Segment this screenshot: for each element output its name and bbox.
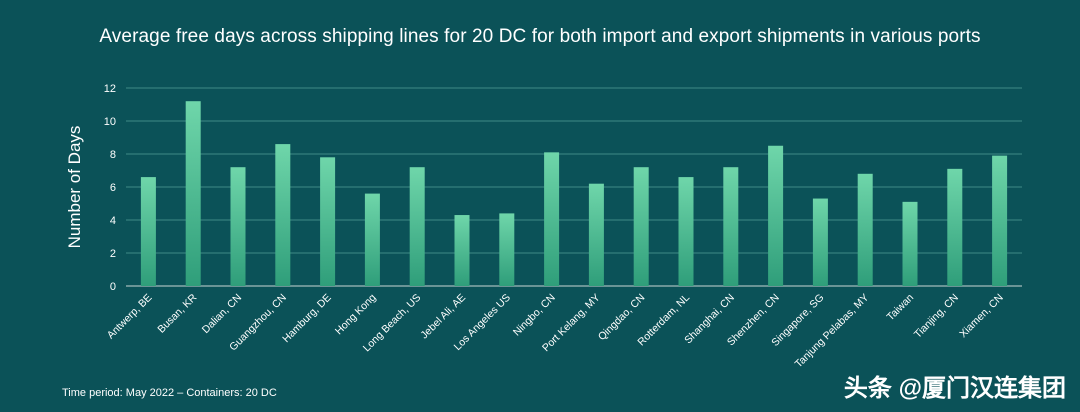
y-tick-label: 12: [104, 83, 116, 95]
x-tick-label: Ningbo, CN: [511, 292, 558, 339]
x-tick-label: Dalian, CN: [200, 292, 244, 336]
bar-17: [902, 201, 918, 286]
bar-14: [768, 145, 784, 286]
y-axis-ticks: 0 2 4 6 8 10 12: [104, 83, 116, 293]
bar-15: [812, 198, 828, 286]
x-tick-label: Taiwan: [885, 292, 917, 324]
bar-3: [275, 144, 291, 286]
bar-16: [857, 173, 873, 286]
bar-1: [185, 101, 201, 286]
x-axis-ticks: Antwerp, BE Busan, KR Dalian, CNGuangzhou,…: [105, 291, 1006, 370]
bar-19: [992, 155, 1008, 286]
y-axis-label: Number of Days: [65, 126, 84, 249]
x-tick-label: Busan, KR: [155, 291, 199, 335]
y-tick-label: 8: [110, 149, 116, 161]
bar-4: [320, 157, 336, 286]
bar-6: [409, 167, 425, 286]
x-tick-label: Hong Kong: [333, 292, 379, 338]
x-tick-label: Jebel Ali, AE: [418, 292, 468, 342]
bar-11: [633, 167, 649, 286]
x-tick-label: Tianjing, CN: [912, 292, 961, 341]
x-tick-label: Antwerp, BE: [105, 292, 155, 342]
bar-12: [678, 177, 694, 286]
bar-18: [947, 168, 963, 286]
bars: [140, 101, 1008, 286]
bar-8: [499, 213, 515, 286]
bar-7: [454, 215, 470, 286]
chart-title: Average free days across shipping lines …: [99, 26, 981, 47]
bar-0: [140, 177, 156, 286]
y-tick-label: 6: [110, 182, 116, 194]
bar-2: [230, 167, 246, 286]
y-tick-label: 0: [110, 281, 116, 293]
bar-9: [544, 152, 560, 286]
bar-10: [588, 183, 604, 286]
bar-13: [723, 167, 739, 286]
x-tick-label: Tanjung Pelabas, MY: [793, 292, 872, 371]
y-tick-label: 10: [104, 116, 116, 128]
footnote: Time period: May 2022 – Containers: 20 D…: [62, 387, 277, 399]
gridlines: [126, 87, 1022, 287]
x-tick-label: Xiamen, CN: [957, 292, 1006, 341]
y-tick-label: 4: [110, 215, 116, 227]
bar-5: [364, 193, 380, 286]
watermark: 头条 @厦门汉连集团: [843, 375, 1066, 402]
y-tick-label: 2: [110, 248, 116, 260]
